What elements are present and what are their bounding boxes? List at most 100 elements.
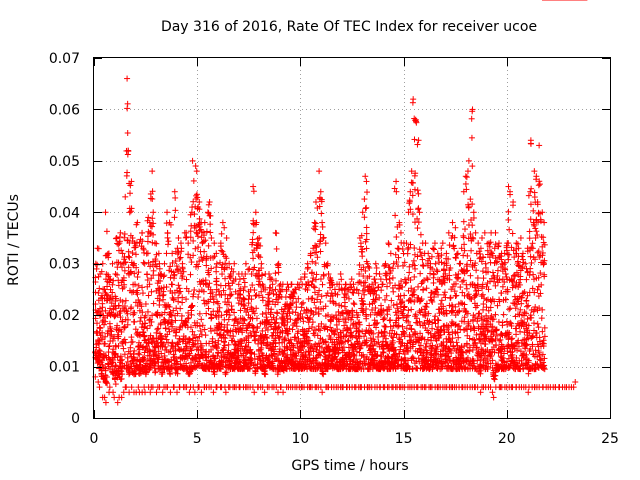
data-point	[313, 305, 319, 311]
data-point	[252, 337, 258, 343]
data-point	[201, 249, 207, 255]
data-point	[468, 248, 474, 254]
data-point	[441, 266, 447, 272]
data-point	[415, 225, 421, 231]
data-point	[362, 173, 368, 179]
data-point	[310, 275, 316, 281]
data-point	[393, 234, 399, 240]
data-point	[220, 220, 226, 226]
data-point	[135, 274, 141, 280]
data-point	[197, 311, 203, 317]
data-point	[452, 225, 458, 231]
data-point	[288, 281, 294, 287]
data-point	[525, 389, 531, 395]
data-point	[411, 136, 417, 142]
data-point	[119, 371, 125, 377]
data-point	[528, 254, 534, 260]
data-point	[393, 178, 399, 184]
data-point	[266, 295, 272, 301]
data-point	[175, 235, 181, 241]
data-point	[320, 282, 326, 288]
data-point	[208, 235, 214, 241]
data-point	[318, 210, 324, 216]
data-point	[410, 354, 416, 360]
data-point	[519, 254, 525, 260]
data-point	[213, 279, 219, 285]
data-point	[480, 255, 486, 261]
data-point	[123, 384, 129, 390]
data-point	[501, 312, 507, 318]
data-point	[406, 200, 412, 206]
data-point	[187, 272, 193, 278]
data-point	[133, 251, 139, 257]
data-point	[260, 311, 266, 317]
data-point	[364, 189, 370, 195]
roti-chart: Day 316 of 2016, Rate Of TEC Index for r…	[0, 0, 640, 480]
data-point	[374, 265, 380, 271]
data-point	[530, 272, 536, 278]
data-point	[454, 251, 460, 257]
data-point	[198, 328, 204, 334]
data-point	[439, 297, 445, 303]
data-point	[151, 301, 157, 307]
data-point	[214, 261, 220, 267]
data-point	[178, 248, 184, 254]
data-point	[503, 271, 509, 277]
data-point	[531, 168, 537, 174]
data-point	[438, 245, 444, 251]
data-point	[130, 339, 136, 345]
data-point	[124, 76, 130, 82]
data-point	[411, 258, 417, 264]
data-point	[540, 234, 546, 240]
data-point	[528, 140, 534, 146]
data-point	[384, 277, 390, 283]
data-point	[447, 295, 453, 301]
data-point	[256, 253, 262, 259]
data-point	[193, 163, 199, 169]
data-point	[96, 285, 102, 291]
data-point	[207, 199, 213, 205]
data-point	[319, 293, 325, 299]
data-point	[153, 241, 159, 247]
data-point	[300, 318, 306, 324]
data-point	[224, 235, 230, 241]
data-point	[390, 275, 396, 281]
data-point	[388, 324, 394, 330]
data-point	[456, 323, 462, 329]
data-point	[453, 292, 459, 298]
data-point	[242, 279, 248, 285]
data-point	[149, 168, 155, 174]
data-point	[319, 389, 325, 395]
data-point	[479, 235, 485, 241]
data-point	[528, 244, 534, 250]
data-point	[190, 158, 196, 164]
data-point	[423, 240, 429, 246]
data-point	[203, 332, 209, 338]
data-point	[415, 191, 421, 197]
data-point	[152, 370, 158, 376]
data-point	[398, 230, 404, 236]
data-point	[464, 267, 470, 273]
data-point	[161, 272, 167, 278]
data-point	[461, 234, 467, 240]
data-point	[527, 189, 533, 195]
data-point	[386, 241, 392, 247]
data-point	[312, 220, 318, 226]
data-point	[246, 266, 252, 272]
data-point	[100, 261, 106, 267]
data-point	[128, 334, 134, 340]
data-point	[469, 163, 475, 169]
data-point	[436, 317, 442, 323]
data-point	[491, 394, 497, 400]
data-point	[142, 389, 148, 395]
data-point	[123, 298, 129, 304]
data-point	[410, 100, 416, 106]
data-point	[197, 216, 203, 222]
data-point	[227, 286, 233, 292]
data-point	[223, 389, 229, 395]
data-point	[97, 384, 103, 390]
data-point	[206, 243, 212, 249]
data-point	[255, 236, 261, 242]
data-point	[172, 214, 178, 220]
data-point	[172, 207, 178, 213]
